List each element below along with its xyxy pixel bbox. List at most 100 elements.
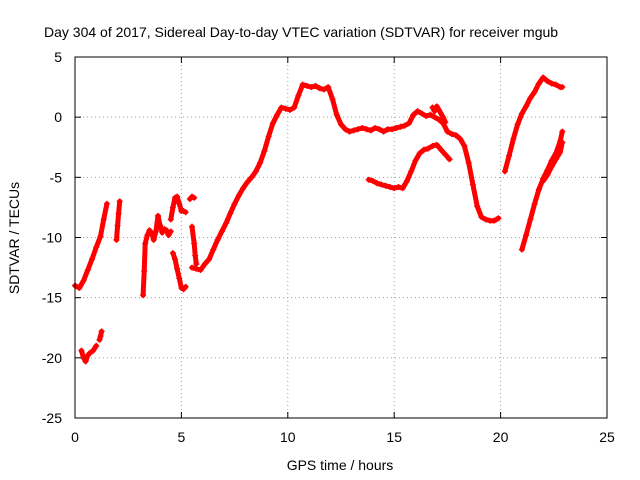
- series-segment-10: [189, 81, 502, 273]
- data-point-plus-marker: [167, 216, 174, 223]
- data-point-plus-marker: [429, 143, 436, 150]
- data-point-plus-marker: [80, 354, 87, 361]
- data-point-plus-marker: [469, 181, 476, 188]
- data-point-plus-marker: [372, 124, 379, 131]
- data-point-plus-marker: [438, 146, 445, 153]
- y-tick-label: -25: [42, 410, 62, 426]
- data-point-plus-marker: [206, 256, 213, 263]
- data-point-plus-marker: [531, 200, 538, 207]
- data-point-plus-marker: [440, 114, 447, 121]
- data-point-plus-marker: [191, 194, 198, 201]
- y-tick-label: -10: [42, 230, 62, 246]
- series-segment-2: [78, 342, 100, 365]
- series-segment-3: [96, 328, 105, 343]
- data-point-plus-marker: [141, 268, 148, 275]
- data-point-plus-marker: [367, 127, 374, 134]
- data-point-plus-marker: [425, 145, 432, 152]
- data-point-plus-marker: [395, 183, 402, 190]
- data-point-plus-marker: [355, 126, 362, 133]
- data-point-plus-marker: [342, 126, 349, 133]
- data-point-plus-marker: [252, 168, 259, 175]
- data-point-plus-marker: [506, 152, 513, 159]
- y-tick-label: -20: [42, 350, 62, 366]
- data-point-plus-marker: [189, 264, 196, 271]
- data-point-plus-marker: [346, 128, 353, 135]
- data-point-plus-marker: [461, 143, 468, 150]
- data-point-plus-marker: [527, 216, 534, 223]
- data-point-plus-marker: [382, 182, 389, 189]
- data-point-plus-marker: [192, 252, 199, 259]
- data-point-plus-marker: [189, 223, 196, 230]
- data-point-plus-marker: [303, 82, 310, 89]
- x-tick-label: 25: [599, 429, 615, 445]
- data-point-plus-marker: [559, 139, 566, 146]
- data-point-plus-marker: [98, 328, 105, 335]
- data-point-plus-marker: [78, 347, 85, 354]
- data-point-plus-marker: [433, 141, 440, 148]
- data-point-plus-marker: [201, 260, 208, 267]
- data-point-plus-marker: [295, 92, 302, 99]
- data-point-plus-marker: [115, 210, 122, 217]
- data-point-plus-marker: [84, 266, 91, 273]
- data-point-plus-marker: [93, 342, 100, 349]
- x-tick-labels: 0 5 10 15 20 25: [71, 429, 615, 445]
- data-point-plus-marker: [403, 177, 410, 184]
- data-point-plus-marker: [389, 126, 396, 133]
- data-point-plus-marker: [197, 266, 204, 273]
- data-point-plus-marker: [210, 246, 217, 253]
- data-point-plus-marker: [103, 200, 110, 207]
- y-tick-label: -15: [42, 290, 62, 306]
- data-point-plus-marker: [391, 185, 398, 192]
- data-point-plus-marker: [261, 147, 268, 154]
- data-point-plus-marker: [559, 128, 566, 135]
- data-point-plus-marker: [350, 127, 357, 134]
- data-point-plus-marker: [406, 120, 413, 127]
- data-point-plus-marker: [429, 104, 436, 111]
- series-segment-8: [186, 193, 198, 202]
- data-point-plus-marker: [435, 116, 442, 123]
- data-point-plus-marker: [444, 128, 451, 135]
- data-point-plus-marker: [401, 122, 408, 129]
- data-point-plus-marker: [544, 171, 551, 178]
- data-point-plus-marker: [559, 84, 566, 91]
- data-point-plus-marker: [431, 108, 438, 115]
- data-point-plus-marker: [338, 121, 344, 128]
- data-point-plus-marker: [142, 240, 149, 247]
- data-point-plus-marker: [90, 347, 97, 354]
- data-point-plus-marker: [442, 151, 449, 158]
- data-point-plus-marker: [452, 132, 459, 139]
- series-segment-11: [429, 103, 449, 125]
- data-point-plus-marker: [274, 111, 281, 118]
- data-point-plus-marker: [320, 86, 327, 93]
- data-point-plus-marker: [96, 336, 103, 343]
- data-series: [72, 74, 566, 365]
- data-point-plus-marker: [540, 74, 547, 81]
- data-point-plus-marker: [176, 200, 183, 207]
- data-point-plus-marker: [478, 214, 485, 221]
- data-point-plus-marker: [191, 240, 198, 247]
- series-segment-7: [169, 250, 189, 293]
- data-point-plus-marker: [418, 110, 425, 117]
- data-point-plus-marker: [299, 81, 306, 88]
- data-point-plus-marker: [169, 204, 176, 211]
- data-point-plus-marker: [325, 84, 332, 91]
- data-point-plus-marker: [163, 227, 170, 234]
- data-point-plus-marker: [518, 110, 525, 117]
- data-point-plus-marker: [552, 156, 559, 163]
- data-point-plus-marker: [159, 229, 166, 236]
- data-point-plus-marker: [376, 126, 383, 133]
- data-point-plus-marker: [100, 216, 107, 223]
- data-point-plus-marker: [365, 176, 372, 183]
- chart-title: Day 304 of 2017, Sidereal Day-to-day VTE…: [44, 24, 558, 40]
- data-point-plus-marker: [278, 104, 285, 111]
- data-point-plus-marker: [113, 236, 120, 243]
- data-point-plus-marker: [540, 177, 547, 184]
- data-point-plus-marker: [114, 222, 121, 229]
- x-tick-label: 0: [71, 429, 79, 445]
- data-point-plus-marker: [231, 200, 238, 207]
- data-point-plus-marker: [431, 114, 438, 121]
- data-point-plus-marker: [150, 236, 157, 243]
- series-segment-4: [113, 198, 123, 243]
